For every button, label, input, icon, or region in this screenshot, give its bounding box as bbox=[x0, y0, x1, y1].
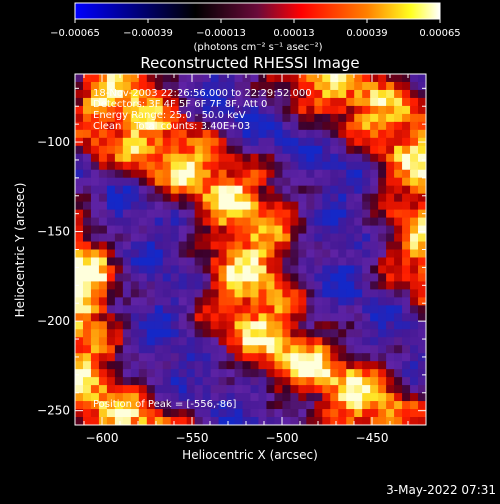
y-tick-label: −200 bbox=[37, 314, 70, 328]
timestamp: 3-May-2022 07:31 bbox=[386, 483, 496, 497]
y-tick-label: −150 bbox=[37, 225, 70, 239]
position-of-peak: Position of Peak = [-556,-86] bbox=[93, 399, 237, 410]
plot-axes: −600 −550 −500 −450 −100 −150 −200 −250 bbox=[37, 74, 426, 445]
chart-title: Reconstructed RHESSI Image bbox=[140, 54, 359, 72]
annotation-detectors: Detectors: 3F 4F 5F 6F 7F 8F, Att 0 bbox=[93, 99, 267, 110]
y-tick-label: −100 bbox=[37, 135, 70, 149]
y-axis-label: Heliocentric Y (arcsec) bbox=[13, 183, 27, 318]
annotation-time-range: 18-Nov-2003 22:26:56.000 to 22:29:52.000 bbox=[93, 88, 312, 99]
colorbar-ticks: −0.00065 −0.00039 −0.00013 0.00013 0.00039 0.… bbox=[50, 19, 461, 39]
colorbar-tick-label: −0.00039 bbox=[123, 28, 173, 39]
colorbar bbox=[74, 2, 441, 20]
colorbar-tick-label: −0.00013 bbox=[196, 28, 246, 39]
x-tick-label: −600 bbox=[86, 431, 119, 445]
colorbar-tick-label: 0.00013 bbox=[273, 28, 314, 39]
x-tick-label: −450 bbox=[356, 431, 389, 445]
colorbar-unit-label: (photons cm⁻² s⁻¹ asec⁻²) bbox=[193, 42, 322, 53]
colorbar-tick-label: −0.00065 bbox=[50, 28, 100, 39]
colorbar-tick-label: 0.00065 bbox=[419, 28, 460, 39]
colorbar-tick-label: 0.00039 bbox=[346, 28, 387, 39]
annotation-energy-range: Energy Range: 25.0 - 50.0 keV bbox=[93, 110, 246, 121]
y-tick-label: −250 bbox=[37, 404, 70, 418]
annotation-clean-counts: Clean Total counts: 3.40E+03 bbox=[93, 121, 250, 132]
x-tick-label: −550 bbox=[176, 431, 209, 445]
x-axis-label: Heliocentric X (arcsec) bbox=[182, 448, 318, 462]
x-tick-label: −500 bbox=[266, 431, 299, 445]
